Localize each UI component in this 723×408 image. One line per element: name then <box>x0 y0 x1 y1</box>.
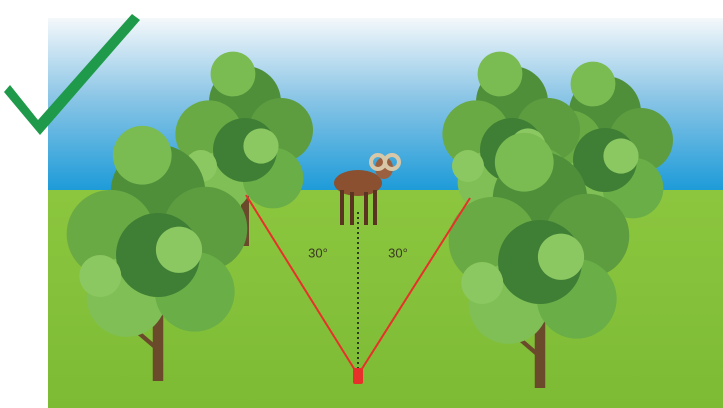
illustration: 30° 30° <box>0 0 723 408</box>
angle-label: 30° <box>388 245 408 260</box>
angle-label: 30° <box>308 245 328 260</box>
page: 30° 30° (() => { const data = JSON.parse… <box>0 0 723 408</box>
hunter-marker <box>353 368 363 384</box>
